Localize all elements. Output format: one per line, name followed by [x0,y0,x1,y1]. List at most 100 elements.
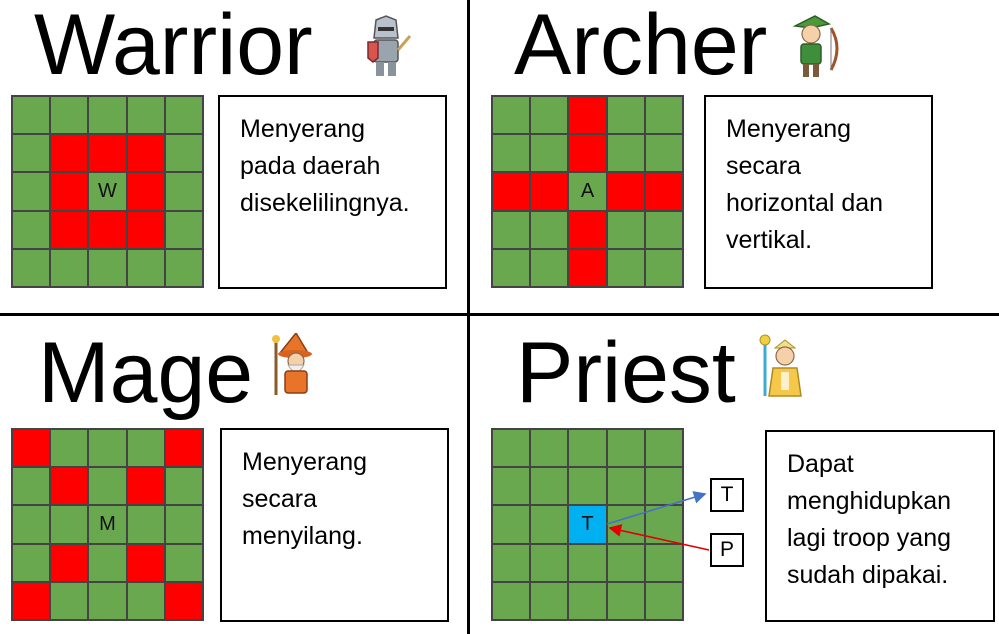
priest-unit-cell: T [569,506,606,543]
mage-attack-grid: M [11,428,204,621]
attack-cell [51,135,88,172]
warrior-attack-grid: W [11,95,204,288]
mage-unit-cell: M [89,506,126,543]
grass-cell [493,582,530,619]
grass-cell [493,468,530,505]
grass-cell [165,506,202,543]
attack-cell [569,211,606,248]
grass-cell [607,97,644,134]
attack-cell [127,135,164,172]
warrior-desc-line: pada daerah [240,152,381,180]
attack-cell [569,249,606,286]
grass-cell [89,468,126,505]
mage-desc-line: menyilang. [242,522,363,550]
attack-cell [13,430,50,467]
attack-cell [165,430,202,467]
grass-cell [493,544,530,581]
grass-cell [13,506,50,543]
attack-cell [89,211,126,248]
attack-cell [13,582,50,619]
wizard-icon [272,333,312,395]
grass-cell [165,97,202,134]
warrior-desc-line: disekelilingnya. [240,189,410,217]
grass-cell [13,211,50,248]
attack-cell [127,544,164,581]
grass-cell [89,430,126,467]
grass-cell [569,544,606,581]
priest-desc-line: Dapat [787,450,854,478]
grass-cell [165,173,202,210]
target-troop-tag: T [710,478,744,512]
grass-cell [645,211,682,248]
grass-cell [531,211,568,248]
priest-description-box: Dapat menghidupkan lagi troop yang sudah… [765,430,995,622]
grass-cell [493,135,530,172]
grass-cell [13,173,50,210]
grass-cell [607,506,644,543]
grass-cell [569,468,606,505]
grass-cell [607,430,644,467]
grass-cell [89,97,126,134]
attack-cell [51,468,88,505]
mage-desc-line: secara [242,485,318,513]
grass-cell [89,544,126,581]
archer-desc-line: secara [726,152,802,180]
mage-description-box: Menyerang secara menyilang. [220,428,449,622]
grass-cell [127,249,164,286]
vertical-divider [467,0,470,634]
attack-cell [51,173,88,210]
archer-icon [792,15,839,77]
grass-cell [89,582,126,619]
grass-cell [569,582,606,619]
grass-cell [607,468,644,505]
grass-cell [13,544,50,581]
archer-desc-line: vertikal. [726,226,813,254]
priest-title: Priest [516,325,736,421]
attack-cell [127,211,164,248]
grass-cell [493,211,530,248]
grass-cell [13,135,50,172]
grass-cell [51,249,88,286]
grass-cell [645,135,682,172]
grass-cell [607,544,644,581]
grass-cell [569,430,606,467]
knight-icon [367,15,412,76]
grass-cell [165,544,202,581]
attack-cell [607,173,644,210]
grass-cell [165,135,202,172]
archer-desc-line: Menyerang [726,115,852,143]
grass-cell [127,97,164,134]
archer-description-box: Menyerang secara horizontal dan vertikal… [704,95,933,289]
grass-cell [51,97,88,134]
grass-cell [13,468,50,505]
grass-cell [645,97,682,134]
priest-desc-line: menghidupkan [787,487,952,515]
grass-cell [493,249,530,286]
priest-desc-line: lagi troop yang [787,524,952,552]
grass-cell [127,582,164,619]
mage-desc-line: Menyerang [242,448,368,476]
grass-cell [531,468,568,505]
grass-cell [645,468,682,505]
priest-desc-line: sudah dipakai. [787,561,949,589]
grass-cell [531,430,568,467]
grass-cell [51,430,88,467]
grass-cell [531,249,568,286]
priest-grid: T [491,428,684,621]
horizontal-divider [0,313,999,316]
grass-cell [607,582,644,619]
priest-icon [759,334,802,397]
attack-cell [645,173,682,210]
attack-cell [127,468,164,505]
grass-cell [645,430,682,467]
grass-cell [645,506,682,543]
grass-cell [531,582,568,619]
grass-cell [531,135,568,172]
attack-cell [493,173,530,210]
attack-cell [51,211,88,248]
grass-cell [645,249,682,286]
archer-desc-line: horizontal dan [726,189,884,217]
grass-cell [165,211,202,248]
grass-cell [493,430,530,467]
grass-cell [13,97,50,134]
